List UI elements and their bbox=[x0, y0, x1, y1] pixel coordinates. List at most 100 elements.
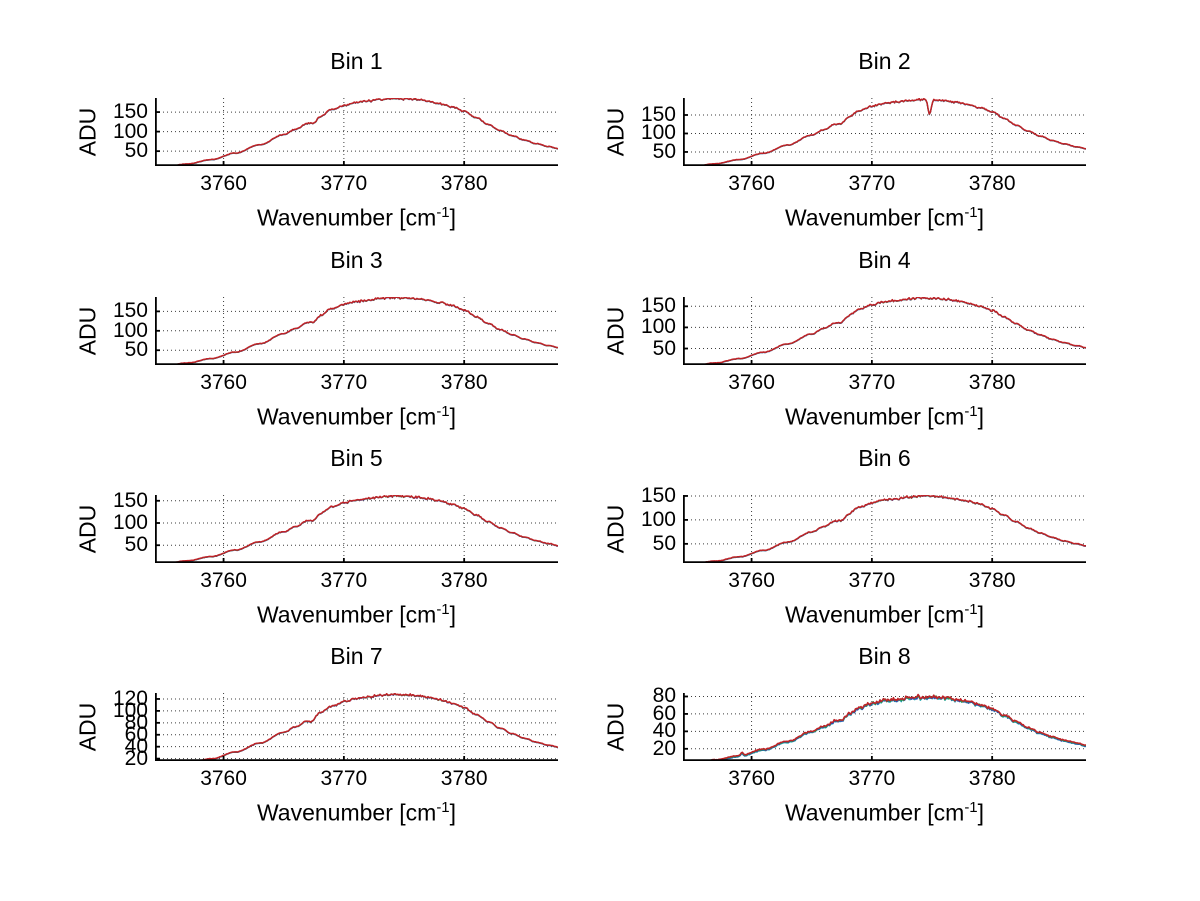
x-tick-label: 3760 bbox=[200, 371, 247, 394]
trace-blue bbox=[683, 296, 1087, 366]
x-tick-label: 3760 bbox=[200, 569, 247, 592]
x-axis-label-sup: -1 bbox=[964, 601, 978, 618]
x-tick-label: 3780 bbox=[440, 371, 488, 394]
x-axis-label-close: ] bbox=[977, 204, 985, 231]
x-tick-label: 3770 bbox=[320, 371, 368, 394]
x-tick-label: 3780 bbox=[968, 172, 1016, 195]
gridlines bbox=[683, 495, 1086, 563]
subplot-title: Bin 4 bbox=[858, 247, 911, 273]
subplot-bin-5: Bin 5 ADU Wavenumber [cm-1] 50 100 150 3760… bbox=[0, 437, 600, 637]
x-tick-label: 3770 bbox=[848, 371, 896, 394]
x-tick-label: 3780 bbox=[440, 767, 488, 790]
gridlines bbox=[683, 98, 1086, 166]
axes bbox=[154, 98, 558, 166]
x-tick-label: 3770 bbox=[320, 172, 368, 195]
x-axis-label-sup: -1 bbox=[436, 601, 450, 618]
trace-red bbox=[683, 97, 1087, 167]
x-axis-label: Wavenumber [cm-1] bbox=[735, 793, 1035, 828]
y-tick-label: 80 bbox=[652, 684, 676, 708]
trace-red bbox=[683, 693, 1087, 762]
y-tick-label: 80 bbox=[124, 710, 148, 734]
y-tick-label: 50 bbox=[652, 336, 676, 360]
trace-blue bbox=[683, 98, 1087, 167]
x-axis-label-close: ] bbox=[977, 601, 985, 628]
subplot-title: Bin 3 bbox=[330, 247, 383, 273]
subplot-title: Bin 6 bbox=[858, 445, 911, 471]
trace-green bbox=[683, 97, 1087, 167]
bin-1-plot-svg bbox=[154, 97, 559, 167]
y-tick-label: 120 bbox=[112, 686, 148, 710]
bin-7-plot-svg bbox=[154, 692, 559, 762]
y-tick-label: 40 bbox=[652, 719, 676, 743]
axes bbox=[154, 297, 558, 365]
x-tick-label: 3770 bbox=[848, 569, 896, 592]
x-tick-label: 3780 bbox=[968, 767, 1016, 790]
x-tick-label: 3770 bbox=[320, 767, 368, 790]
x-tick-label: 3770 bbox=[320, 569, 368, 592]
gridlines bbox=[155, 297, 558, 365]
x-axis-label-text: Wavenumber [cm bbox=[256, 601, 437, 628]
x-axis-label: Wavenumber [cm-1] bbox=[735, 198, 1035, 233]
subplot-bin-4: Bin 4 ADU Wavenumber [cm-1] 50 100 150 3760… bbox=[600, 239, 1200, 439]
y-tick-label: 50 bbox=[652, 139, 676, 163]
bin-4-plot-svg bbox=[682, 296, 1087, 366]
x-axis-label-sup: -1 bbox=[964, 799, 978, 816]
y-tick-label: 100 bbox=[640, 315, 676, 339]
x-axis-label: Wavenumber [cm-1] bbox=[207, 595, 507, 630]
bin-2-plot-svg bbox=[682, 97, 1087, 167]
plot-area bbox=[154, 296, 559, 366]
y-tick-label: 100 bbox=[640, 121, 676, 145]
trace-blue bbox=[683, 494, 1087, 564]
y-tick-label: 50 bbox=[124, 338, 148, 362]
gridlines bbox=[155, 693, 558, 761]
x-axis-label: Wavenumber [cm-1] bbox=[207, 397, 507, 432]
x-axis-label-sup: -1 bbox=[964, 204, 978, 221]
x-axis-label-close: ] bbox=[449, 799, 457, 826]
x-axis-label-text: Wavenumber [cm bbox=[784, 601, 965, 628]
axes bbox=[682, 297, 1086, 365]
x-tick-label: 3760 bbox=[200, 172, 247, 195]
x-axis-label-sup: -1 bbox=[436, 799, 450, 816]
x-tick-label: 3780 bbox=[440, 569, 488, 592]
gridlines bbox=[683, 297, 1086, 365]
y-tick-label: 150 bbox=[640, 483, 676, 507]
axes bbox=[682, 495, 1086, 563]
y-tick-label: 150 bbox=[112, 299, 148, 323]
axes bbox=[154, 693, 558, 761]
x-axis-label-text: Wavenumber [cm bbox=[784, 799, 965, 826]
y-tick-label: 20 bbox=[652, 736, 676, 760]
x-axis-label-close: ] bbox=[449, 403, 457, 430]
axes bbox=[682, 98, 1086, 166]
x-axis-label-text: Wavenumber [cm bbox=[784, 403, 965, 430]
y-tick-label: 60 bbox=[124, 722, 148, 746]
plot-area bbox=[154, 494, 559, 564]
subplot-bin-7: Bin 7 ADU Wavenumber [cm-1] 20 40 60 80 100 1… bbox=[0, 635, 600, 835]
trace-red bbox=[683, 494, 1086, 564]
trace-red bbox=[683, 296, 1087, 366]
y-tick-label: 100 bbox=[112, 698, 148, 722]
bin-3-plot-svg bbox=[154, 296, 559, 366]
trace-blue bbox=[155, 494, 559, 564]
subplot-title: Bin 7 bbox=[330, 643, 383, 669]
subplot-title: Bin 2 bbox=[858, 48, 911, 74]
plot-area bbox=[154, 97, 559, 167]
subplot-bin-2: Bin 2 ADU Wavenumber [cm-1] 50 100 150 3760… bbox=[600, 40, 1200, 240]
plot-area bbox=[154, 692, 559, 762]
x-tick-label: 3770 bbox=[848, 172, 896, 195]
x-axis-label: Wavenumber [cm-1] bbox=[735, 595, 1035, 630]
y-tick-label: 150 bbox=[640, 103, 676, 126]
bin-8-plot-svg bbox=[682, 693, 1087, 762]
x-axis-label: Wavenumber [cm-1] bbox=[207, 793, 507, 828]
trace-red bbox=[155, 494, 559, 564]
y-tick-label: 100 bbox=[112, 318, 148, 342]
x-tick-label: 3770 bbox=[848, 767, 896, 790]
x-axis-label-close: ] bbox=[449, 601, 457, 628]
gridlines bbox=[155, 98, 558, 166]
y-tick-label: 100 bbox=[112, 119, 148, 143]
plot-area bbox=[682, 97, 1087, 167]
y-tick-label: 100 bbox=[112, 511, 148, 534]
x-tick-label: 3760 bbox=[200, 767, 247, 790]
y-tick-label: 50 bbox=[124, 139, 148, 163]
x-tick-label: 3780 bbox=[968, 371, 1016, 394]
